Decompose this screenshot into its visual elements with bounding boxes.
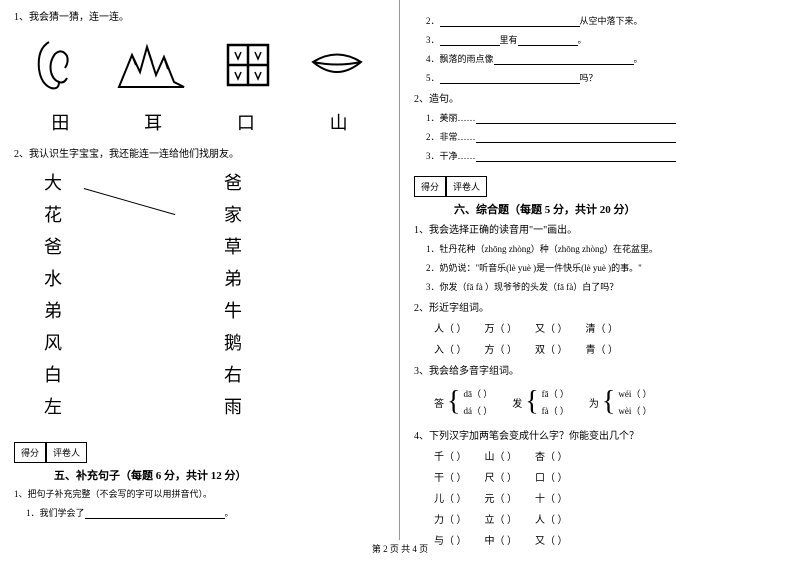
s6-q2-label: 2、形近字组词。 xyxy=(414,299,786,314)
grader-label: 评卷人 xyxy=(446,176,487,197)
paren-row: 力（ ）立（ ）人（ ） xyxy=(434,511,786,526)
match-right: 家 xyxy=(224,201,324,227)
paren-row: 干（ ）尺（ ）口（ ） xyxy=(434,469,786,484)
match-grid: 大爸 花家 爸草 水弟 弟牛 风鹅 白右 左雨 xyxy=(44,166,385,422)
mouth-icon xyxy=(305,42,370,87)
brace-char: 答 xyxy=(434,395,444,410)
section6-title: 六、综合题（每题 5 分，共计 20 分） xyxy=(454,201,786,217)
match-left: 弟 xyxy=(44,297,144,323)
match-left: 花 xyxy=(44,201,144,227)
match-right: 鹅 xyxy=(224,329,324,355)
paren-row: 人（ ）万（ ）又（ ）清（ ） xyxy=(434,320,786,335)
char-item: 耳 xyxy=(144,109,162,135)
s6-q3-label: 3、我会给多音字组词。 xyxy=(414,362,786,377)
char-item: 田 xyxy=(51,109,69,135)
ear-icon xyxy=(29,34,84,94)
sentence-item: 1．美丽…… xyxy=(426,111,786,124)
section5-sub: 1、把句子补充完整（不会写的字可以用拼音代）。 xyxy=(14,487,385,500)
match-right: 草 xyxy=(224,233,324,259)
pinyin-item: 3．你发（fā fà ）现爷爷的头发（fā fà）白了吗？ xyxy=(426,280,786,293)
q1-label: 1、我会猜一猜，连一连。 xyxy=(14,8,385,23)
match-left: 爸 xyxy=(44,233,144,259)
char-item: 山 xyxy=(330,109,348,135)
fill-item: 5．吗？ xyxy=(426,71,786,84)
field-icon xyxy=(220,37,275,92)
sentence-item: 3．干净…… xyxy=(426,149,786,162)
fill-item: 1．我们学会了。 xyxy=(26,506,385,519)
s6-q4-label: 4、下列汉字加两笔会变成什么字？你能变出几个？ xyxy=(414,427,786,442)
match-right: 牛 xyxy=(224,297,324,323)
fill-item: 3．里有。 xyxy=(426,33,786,46)
section5-title: 五、补充句子（每题 6 分，共计 12 分） xyxy=(54,467,385,483)
right-column: 2．从空中落下来。 3．里有。 4．飘落的雨点像。 5．吗？ 2、造句。 1．美… xyxy=(400,0,800,540)
q2-label: 2、我认识生字宝宝，我还能连一连给他们找朋友。 xyxy=(14,145,385,160)
match-left: 水 xyxy=(44,265,144,291)
paren-row: 与（ ）中（ ）又（ ） xyxy=(434,532,786,547)
images-row xyxy=(14,29,385,99)
sentence-item: 2．非常…… xyxy=(426,130,786,143)
mountain-icon xyxy=(114,37,189,92)
char-item: 口 xyxy=(237,109,255,135)
bracket-section: 答{dā（ ）dá（ ） 发{fā（ ）fà（ ） 为{wéi（ ）wèi（ ） xyxy=(434,385,786,419)
match-right: 爸 xyxy=(224,169,324,195)
match-left: 白 xyxy=(44,361,144,387)
grader-label: 评卷人 xyxy=(46,442,87,463)
paren-row: 儿（ ）元（ ）十（ ） xyxy=(434,490,786,505)
paren-row: 千（ ）山（ ）杏（ ） xyxy=(434,448,786,463)
match-right: 雨 xyxy=(224,393,324,419)
brace-char: 为 xyxy=(589,395,599,410)
score-box: 得分 评卷人 xyxy=(14,442,87,463)
chars-row: 田 耳 口 山 xyxy=(14,109,385,135)
brace-char: 发 xyxy=(512,395,522,410)
paren-row: 入（ ）方（ ）双（ ）青（ ） xyxy=(434,341,786,356)
match-right: 右 xyxy=(224,361,324,387)
score-label: 得分 xyxy=(14,442,46,463)
match-right: 弟 xyxy=(224,265,324,291)
match-left: 风 xyxy=(44,329,144,355)
pinyin-item: 2．奶奶说："听音乐(lè yuè )是一件快乐(lè yuè )的事。" xyxy=(426,261,786,274)
pinyin-item: 1．牡丹花种（zhōng zhòng）种（zhōng zhòng）在花盆里。 xyxy=(426,242,786,255)
match-left: 左 xyxy=(44,393,144,419)
s6-q1-label: 1、我会选择正确的读音用"一"画出。 xyxy=(414,221,786,236)
fill-item: 2．从空中落下来。 xyxy=(426,14,786,27)
fill-item: 4．飘落的雨点像。 xyxy=(426,52,786,65)
score-label: 得分 xyxy=(414,176,446,197)
score-box: 得分 评卷人 xyxy=(414,176,487,197)
q2r-label: 2、造句。 xyxy=(414,90,786,105)
